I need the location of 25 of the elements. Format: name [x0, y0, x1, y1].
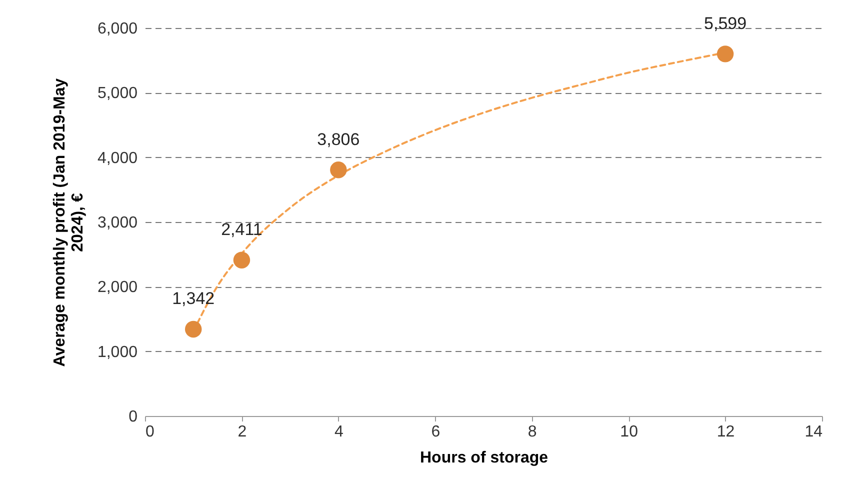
x-tick-label: 14 — [804, 424, 823, 440]
y-tick-label: 5,000 — [97, 85, 138, 102]
y-tick-label: 2,000 — [97, 279, 138, 296]
x-tick-label: 12 — [716, 424, 735, 440]
point — [233, 252, 250, 268]
y-tick-label: 3,000 — [97, 214, 138, 232]
data-label: 2,411 — [221, 220, 262, 240]
y-axis-title: Average monthly profit (Jan 2019-May 2024), € — [51, 78, 86, 367]
point — [716, 46, 734, 62]
point — [184, 320, 202, 338]
y-tick-label: 4,000 — [97, 150, 138, 167]
data-label: 5,599 — [704, 14, 747, 33]
x-tick-label: 8 — [528, 424, 537, 440]
y-tick-label: 0 — [128, 408, 138, 426]
data-label: 1,342 — [172, 289, 215, 308]
data-label: 3,806 — [317, 130, 360, 149]
y-tick-label: 1,000 — [97, 344, 138, 361]
x-tick-label: 6 — [431, 424, 440, 440]
point — [330, 162, 347, 178]
x-tick-label: 0 — [146, 424, 154, 440]
x-tick-label: 2 — [238, 424, 247, 440]
x-axis-title: Hours of storage — [420, 450, 548, 466]
y-tick-label: 6,000 — [97, 20, 138, 38]
x-tick-label: 4 — [334, 424, 344, 440]
x-tick-label: 10 — [620, 424, 638, 440]
